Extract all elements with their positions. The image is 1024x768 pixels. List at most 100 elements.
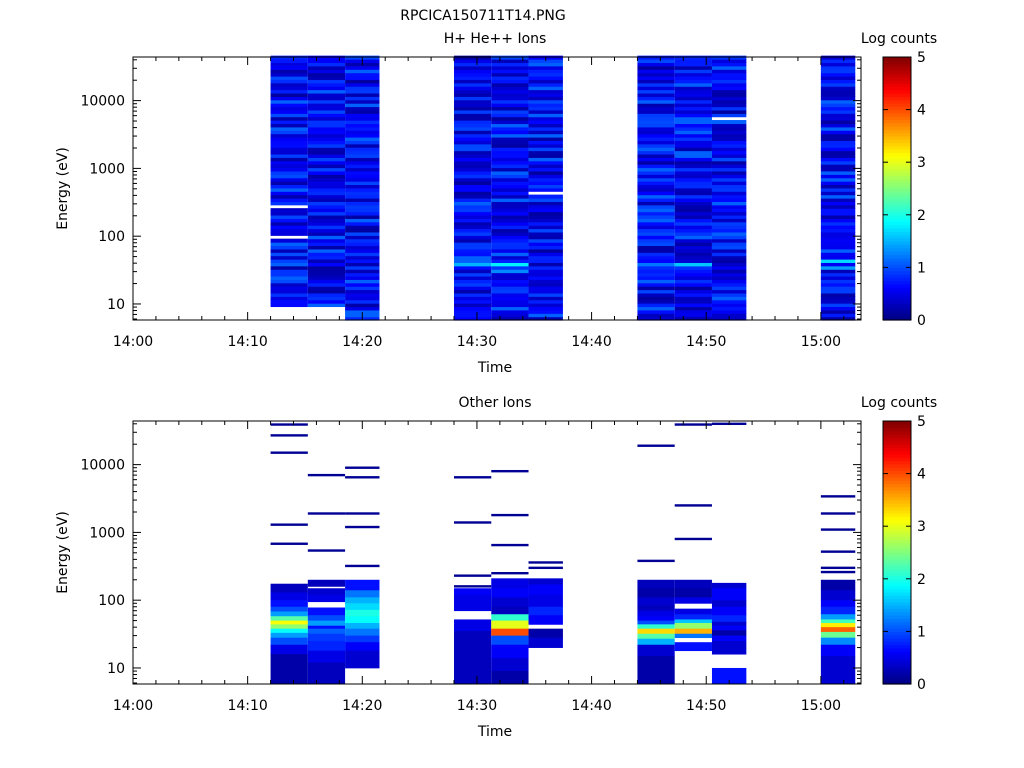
spectrogram-cell — [491, 140, 529, 145]
spectrogram-cell — [491, 299, 529, 304]
spectrogram-cell — [528, 282, 563, 287]
spectrogram-cell — [674, 174, 712, 179]
colorbar-segment — [883, 654, 911, 659]
spectrogram-cell — [711, 313, 747, 318]
spectrogram-cell — [674, 303, 712, 308]
spectrogram-cell — [454, 289, 492, 294]
spectrogram-cell — [307, 181, 346, 186]
spectrogram-cell — [491, 130, 529, 135]
spectrogram-cell — [454, 59, 492, 64]
spectrogram-cell — [491, 123, 529, 128]
colorbar-segment — [883, 80, 911, 84]
spectrogram-cell — [270, 120, 308, 125]
colorbar-segment — [883, 614, 911, 619]
x-tick-label: 15:00 — [801, 334, 841, 350]
spectrogram-cell — [454, 191, 492, 196]
spectrogram-cell — [345, 597, 380, 604]
spectrogram-cell — [674, 82, 712, 87]
spectrogram-cell — [270, 153, 308, 158]
spectrogram-cell — [674, 262, 712, 267]
colorbar-segment — [883, 421, 911, 425]
colorbar-segment — [883, 670, 911, 675]
spectrogram-cell — [454, 143, 492, 148]
spectrogram-cell — [711, 306, 747, 311]
spectrogram-cell — [270, 228, 308, 233]
spectrogram-cell — [637, 238, 675, 243]
spectrogram-cell — [637, 113, 675, 118]
spectrogram-cell — [820, 221, 856, 226]
spectrogram-cell — [711, 208, 747, 213]
spectrogram-cell — [270, 620, 308, 625]
spectrogram-cell — [820, 86, 856, 91]
spectrogram-cell — [345, 201, 380, 206]
spectrogram-cell — [674, 96, 712, 101]
spectrogram-cell — [307, 252, 346, 257]
colorbar-segment — [883, 572, 911, 577]
spectrogram-cell — [345, 245, 380, 250]
spectrogram-cell — [454, 103, 492, 108]
spectrogram-cell — [345, 269, 380, 274]
spectrogram-cell — [270, 86, 308, 91]
spectrogram-cell — [345, 214, 380, 219]
colorbar-segment — [883, 526, 911, 531]
spectrogram-cell — [491, 89, 529, 94]
spectrogram-cell — [491, 62, 529, 67]
spectrogram-cell — [637, 55, 675, 60]
x-tick-label: 14:20 — [342, 698, 382, 714]
colorbar-tick-label: 5 — [917, 414, 926, 430]
colorbar-segment — [883, 287, 911, 292]
colorbar-segment — [883, 221, 911, 226]
spectrogram-cell — [491, 225, 529, 230]
time-column — [528, 561, 563, 648]
spectrogram-cell — [454, 184, 492, 189]
spectrogram-cell — [454, 275, 492, 280]
spectrogram-cell — [491, 248, 529, 253]
spectrogram-cell — [711, 92, 747, 97]
spectrogram-cell — [711, 214, 747, 219]
spectrogram-cell — [528, 584, 563, 596]
spectrogram-cell — [345, 248, 380, 253]
colorbar-segment — [883, 637, 911, 642]
spectrogram-cell — [454, 262, 492, 267]
spectrogram-cell — [711, 140, 747, 145]
colorbar-segment — [883, 440, 911, 445]
colorbar-tick-label: 4 — [917, 103, 926, 119]
spectrogram-cell — [345, 642, 380, 652]
spectrogram-cell — [674, 79, 712, 84]
spectrogram-cell — [637, 167, 675, 172]
spectrogram-cell — [711, 269, 747, 274]
x-tick-label: 15:00 — [801, 698, 841, 714]
colorbar-segment — [883, 453, 911, 458]
spectrogram-cell — [307, 269, 346, 274]
spectrogram-cell — [528, 116, 563, 121]
spectrogram-cell — [307, 225, 346, 230]
colorbar: 0 1 2 3 4 5 Log counts — [861, 395, 937, 693]
spectrogram-cell — [674, 296, 712, 301]
spectrogram-cell — [711, 238, 747, 243]
spectrogram-cell — [454, 309, 492, 314]
spectrogram-cell — [345, 296, 380, 301]
spectrogram-cell — [820, 292, 856, 297]
colorbar-segment — [883, 631, 911, 636]
y-tick-label: 10 — [107, 661, 125, 677]
spectrogram-cell — [345, 259, 380, 263]
colorbar-segment — [883, 568, 911, 573]
colorbar-segment — [883, 513, 911, 517]
spectrogram-cell — [345, 609, 380, 617]
spectrogram-cell — [270, 279, 308, 284]
panel-title: Other Ions — [458, 395, 531, 411]
spectrogram-cell — [674, 623, 712, 630]
colorbar-tick-label: 2 — [917, 208, 926, 224]
spectrogram-cell — [820, 82, 856, 87]
spectrogram-cell — [528, 228, 563, 233]
spectrogram-cell — [637, 309, 675, 314]
spectrogram-cell — [270, 275, 308, 280]
spectrogram-cell — [454, 225, 492, 230]
spectrogram-cell — [307, 167, 346, 172]
colorbar-segment — [883, 208, 911, 213]
spectrogram-cell — [345, 262, 380, 267]
spectrogram-cell — [637, 89, 675, 94]
spectrogram-cell — [270, 238, 308, 243]
spectrogram-cell — [674, 164, 712, 169]
spectrogram-cell — [345, 126, 380, 131]
